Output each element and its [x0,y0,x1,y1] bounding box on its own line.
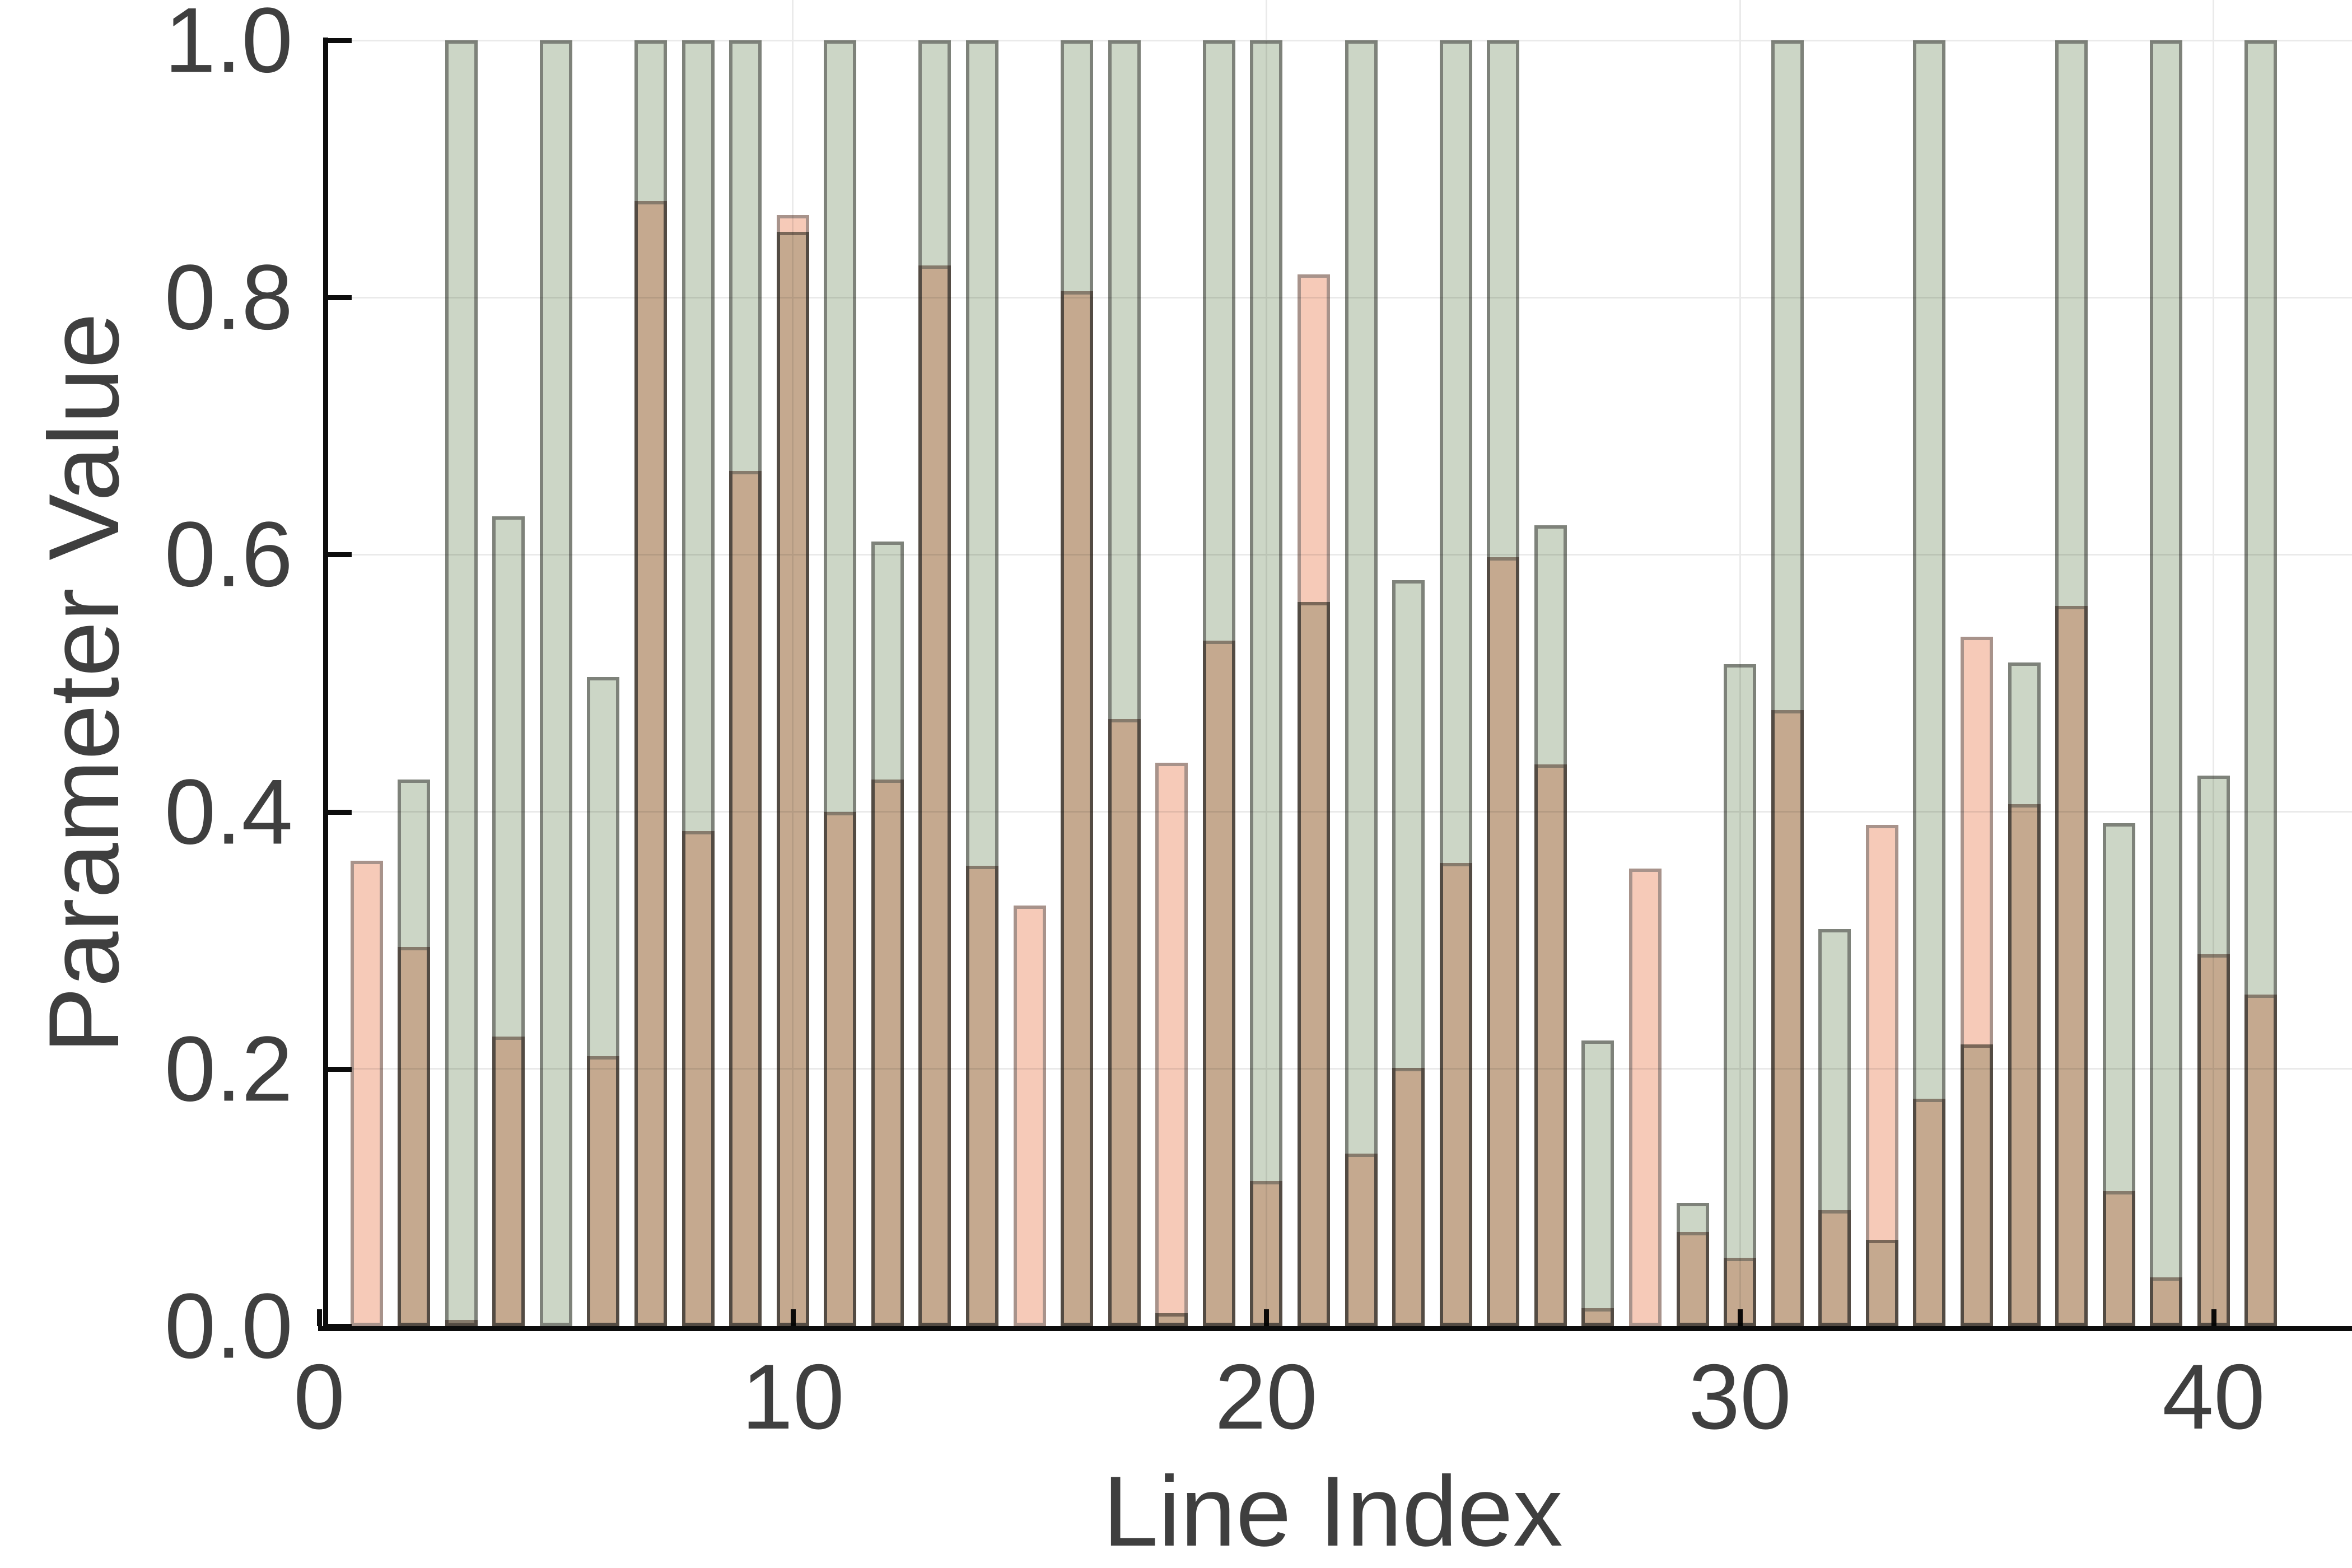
y-tick-label: 0.0 [164,1274,293,1378]
pink-bar-24 [1440,863,1472,1326]
y-tick-label: 0.6 [164,502,293,606]
pink-bar-8 [682,831,715,1326]
pink-bar-12 [871,780,904,1326]
pink-bar-13 [918,265,951,1326]
pink-bar-11 [824,812,856,1326]
green-bar-20 [1250,40,1282,1326]
y-tick-mark [328,295,352,300]
x-tick-label: 40 [2162,1345,2265,1448]
green-bar-22 [1345,40,1378,1326]
x-tick-label: 20 [1215,1345,1318,1448]
v-gridline [1739,0,1741,1326]
pink-bar-7 [634,201,667,1326]
pink-bar-14 [966,866,998,1326]
y-tick-label: 0.8 [164,245,293,349]
pink-bar-36 [2008,804,2041,1326]
pink-bar-35 [1961,637,1993,1326]
pink-bar-33 [1866,825,1898,1326]
pink-bar-10 [777,215,809,1326]
y-tick-mark [328,38,352,43]
pink-bar-31 [1771,710,1804,1326]
x-axis-spine [318,1326,2352,1331]
pink-bar-40 [2197,954,2230,1326]
pink-bar-16 [1061,291,1093,1326]
v-gridline [2213,0,2214,1326]
h-gridline [328,1068,2352,1070]
green-bar-3 [445,40,478,1326]
h-gridline [328,297,2352,298]
pink-bar-2 [398,947,430,1326]
pink-bar-18 [1155,763,1188,1326]
pink-bar-19 [1203,641,1235,1326]
pink-bar-3 [445,1320,478,1326]
green-bar-39 [2150,40,2182,1326]
pink-bar-23 [1392,1068,1425,1326]
x-tick-mark [317,1309,322,1326]
y-tick-label: 0.4 [164,760,293,864]
pink-bar-37 [2055,606,2088,1326]
y-tick-label: 0.2 [164,1017,293,1121]
h-gridline [328,811,2352,813]
pink-bar-17 [1108,719,1141,1326]
y-tick-mark [328,552,352,557]
pink-bar-25 [1487,557,1519,1326]
x-tick-label: 30 [1688,1345,1791,1448]
pink-bar-29 [1677,1232,1709,1326]
x-tick-label: 10 [741,1345,844,1448]
y-tick-mark [328,810,352,815]
pink-bar-34 [1913,1099,1945,1326]
y-axis-spine [323,38,328,1331]
pink-bar-6 [587,1056,619,1326]
green-bar-27 [1581,1040,1614,1326]
pink-bar-15 [1014,906,1046,1326]
pink-bar-38 [2103,1191,2135,1326]
pink-bar-26 [1534,764,1567,1326]
pink-bar-20 [1250,1181,1282,1326]
x-axis-label: Line Index [1103,1455,1563,1567]
pink-bar-41 [2244,995,2277,1326]
h-gridline [328,40,2352,41]
pink-bar-22 [1345,1154,1378,1326]
green-bar-5 [540,40,572,1326]
pink-bar-9 [729,471,762,1326]
y-axis-label: Parameter Value [28,312,139,1054]
pink-bar-4 [492,1037,525,1326]
h-gridline [328,554,2352,556]
pink-bar-32 [1818,1210,1851,1326]
pink-bar-21 [1298,274,1330,1326]
pink-bar-30 [1724,1258,1756,1326]
pink-bar-39 [2150,1277,2182,1326]
pink-bar-1 [351,861,383,1326]
y-tick-mark [328,1067,352,1072]
green-bar-30 [1724,664,1756,1326]
pink-bar-28 [1629,869,1662,1326]
x-tick-label: 0 [293,1345,345,1448]
y-tick-label: 1.0 [164,0,293,92]
pink-bar-27 [1581,1308,1614,1326]
